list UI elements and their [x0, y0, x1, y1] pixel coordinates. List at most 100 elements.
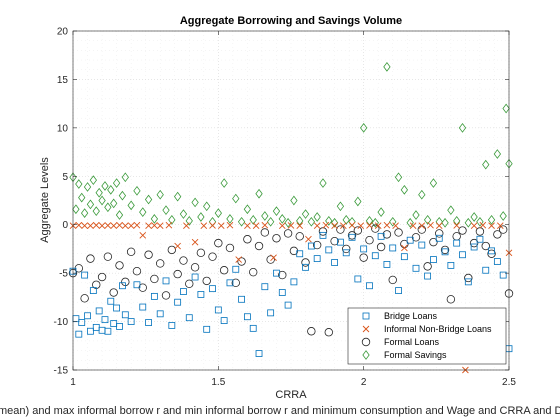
- data-point-diamond: [168, 215, 176, 225]
- data-point-square: [232, 265, 240, 273]
- data-point-square: [412, 264, 420, 272]
- data-point-diamond: [267, 216, 275, 227]
- data-point-circle: [423, 262, 432, 271]
- data-point-x: [453, 222, 460, 229]
- data-point-diamond: [133, 185, 141, 196]
- data-point-x: [418, 222, 426, 230]
- data-point-diamond: [418, 189, 426, 200]
- data-point-square: [101, 316, 109, 324]
- data-point-x: [133, 221, 141, 229]
- data-point-x: [92, 221, 100, 229]
- data-point-diamond: [214, 208, 222, 218]
- data-point-diamond: [112, 178, 121, 188]
- data-point-circle: [190, 263, 200, 272]
- data-point-diamond: [226, 214, 234, 224]
- data-point-x: [496, 222, 504, 230]
- data-point-square: [261, 283, 269, 291]
- data-point-diamond: [89, 175, 97, 186]
- data-point-circle: [435, 229, 444, 238]
- data-point-diamond: [447, 205, 455, 216]
- data-point-x: [479, 221, 487, 229]
- data-point-diamond: [104, 202, 112, 213]
- data-marks: [68, 61, 514, 374]
- data-point-circle: [150, 274, 159, 284]
- data-point-square: [75, 330, 83, 338]
- data-point-diamond: [185, 215, 193, 226]
- data-point-circle: [353, 226, 363, 235]
- data-point-square: [430, 256, 437, 263]
- data-point-diamond: [156, 189, 164, 200]
- legend-symbols: [361, 312, 371, 360]
- data-point-circle: [161, 291, 171, 300]
- data-point-square: [354, 275, 362, 283]
- data-point-circle: [464, 273, 473, 283]
- data-point-square: [383, 261, 391, 268]
- data-point-diamond: [429, 178, 438, 188]
- data-point-square: [447, 261, 455, 269]
- y-tick-label: 0: [62, 220, 68, 231]
- axis-ticks: 1 1.5 2 2.5 -15 -10 -5 0 5 10 15 20: [54, 27, 517, 389]
- data-point-square: [470, 243, 478, 251]
- data-point-square: [119, 282, 126, 290]
- data-point-circle: [376, 242, 386, 252]
- data-point-square: [389, 244, 397, 252]
- data-point-circle: [481, 241, 490, 251]
- data-point-diamond: [75, 179, 83, 189]
- data-point-x: [104, 222, 112, 229]
- data-point-x: [156, 222, 164, 230]
- data-point-x: [81, 222, 88, 230]
- data-point-diamond: [493, 149, 502, 159]
- data-point-diamond: [423, 215, 432, 225]
- data-point-circle: [324, 328, 333, 337]
- data-point-x: [183, 222, 190, 230]
- data-point-diamond: [78, 192, 86, 203]
- data-point-diamond: [502, 103, 510, 114]
- data-point-square: [197, 291, 205, 298]
- data-point-square: [203, 325, 211, 333]
- data-point-diamond: [118, 190, 127, 201]
- data-point-x: [340, 222, 347, 230]
- series-diamond: [69, 61, 513, 228]
- data-point-x: [226, 221, 234, 229]
- data-point-x: [151, 222, 158, 229]
- data-point-square: [104, 327, 112, 335]
- data-point-diamond: [394, 172, 403, 183]
- data-point-diamond: [458, 122, 467, 133]
- data-point-square: [406, 236, 414, 244]
- data-point-square: [482, 266, 490, 274]
- data-point-x: [348, 221, 356, 229]
- data-point-square: [313, 255, 321, 263]
- data-point-circle: [493, 230, 502, 239]
- data-point-diamond: [284, 217, 292, 228]
- data-point-x: [305, 235, 312, 243]
- data-point-diamond: [261, 211, 269, 221]
- data-point-circle: [115, 261, 124, 270]
- data-point-x: [174, 242, 181, 250]
- data-point-x: [145, 222, 152, 230]
- x-tick-label: 1: [70, 377, 76, 388]
- data-point-circle: [109, 288, 118, 297]
- data-point-square: [302, 263, 309, 271]
- legend-box: [347, 307, 507, 365]
- data-point-diamond: [336, 201, 345, 212]
- data-point-x: [98, 222, 106, 230]
- data-point-circle: [249, 267, 258, 277]
- y-tick-label: -5: [59, 269, 68, 280]
- data-point-square: [296, 250, 304, 258]
- y-tick-label: 5: [62, 172, 68, 183]
- data-point-circle: [382, 230, 392, 239]
- data-point-circle: [342, 244, 351, 254]
- data-point-x: [244, 222, 251, 230]
- y-tick-label: -15: [54, 366, 69, 377]
- data-point-diamond: [101, 181, 109, 191]
- legend-symbol-circle: [361, 337, 371, 347]
- data-point-square: [249, 324, 257, 332]
- data-point-x: [191, 238, 199, 246]
- data-point-diamond: [92, 206, 100, 217]
- data-point-diamond: [115, 210, 124, 220]
- data-point-x: [470, 222, 478, 230]
- data-point-x: [200, 222, 208, 230]
- data-point-diamond: [290, 195, 298, 206]
- data-point-circle: [388, 275, 397, 285]
- data-point-circle: [266, 255, 275, 264]
